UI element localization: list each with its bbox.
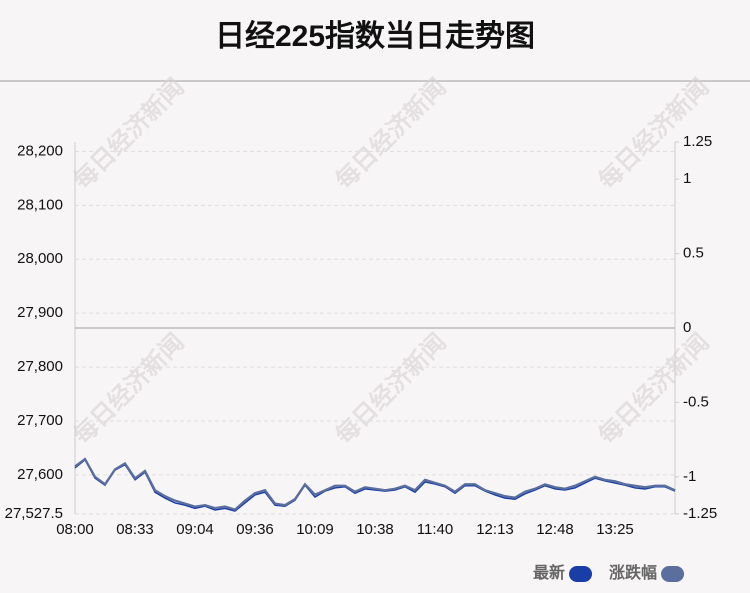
x-tick-label: 12:13 [476, 521, 514, 538]
y-tick-label: 27,800 [17, 358, 63, 375]
x-tick-label: 09:36 [236, 521, 274, 538]
y2-tick-label: -0.5 [683, 393, 709, 410]
x-tick-label: 12:48 [536, 521, 574, 538]
x-tick-label: 08:00 [56, 521, 94, 538]
y-tick-label: 27,527.5 [5, 505, 63, 522]
series-line [74, 458, 676, 512]
x-tick-label: 11:40 [417, 521, 453, 538]
y-tick-label: 27,900 [17, 304, 63, 321]
x-tick-label: 10:09 [296, 521, 334, 538]
legend-label: 最新 [533, 563, 565, 582]
y2-tick-label: 0 [683, 319, 691, 336]
legend-swatch [569, 566, 593, 582]
chart-title: 日经225指数当日走势图 [215, 19, 535, 53]
x-tick-label: 10:38 [356, 521, 394, 538]
legend-swatch [661, 566, 685, 582]
y2-tick-label: 1 [683, 170, 691, 187]
y2-tick-label: 0.5 [683, 245, 704, 262]
y2-tick-label: -1.25 [683, 505, 717, 522]
x-tick-label: 08:33 [116, 521, 154, 538]
y-tick-label: 28,000 [17, 250, 63, 267]
y2-tick-label: -1 [683, 468, 696, 485]
legend-label: 涨跌幅 [609, 563, 657, 582]
y-tick-label: 28,100 [17, 196, 63, 213]
y-tick-label: 27,700 [17, 412, 63, 429]
y2-tick-label: 1.25 [683, 133, 712, 150]
y-tick-label: 27,600 [17, 466, 63, 483]
x-tick-label: 13:25 [596, 521, 634, 538]
x-tick-label: 09:04 [176, 521, 214, 538]
y-tick-label: 28,200 [17, 142, 63, 159]
series-line [74, 457, 676, 511]
